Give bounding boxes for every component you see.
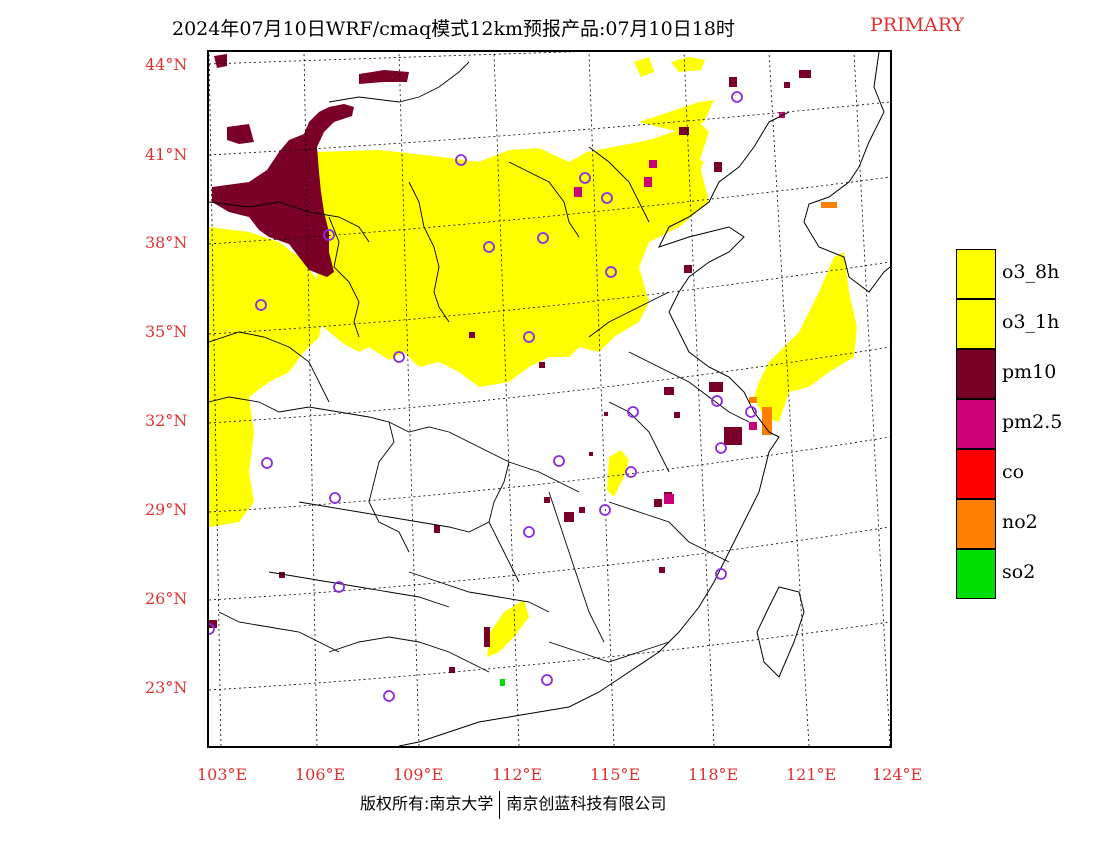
- legend-item-pm25: pm2.5: [956, 399, 1086, 449]
- legend-swatch: [956, 399, 996, 449]
- map-canvas: [209, 52, 890, 746]
- legend-swatch: [956, 549, 996, 599]
- so2-patches: [500, 679, 505, 686]
- lon-label-103e: 103°E: [197, 765, 248, 784]
- legend-item-so2: so2: [956, 549, 1086, 599]
- footer: 版权所有:南京大学 南京创蓝科技有限公司: [360, 790, 666, 819]
- legend-swatch: [956, 449, 996, 499]
- lon-label-109e: 109°E: [393, 765, 444, 784]
- legend-item-pm10: pm10: [956, 349, 1086, 399]
- copyright-text: 版权所有:南京大学: [360, 794, 494, 813]
- pm-scatter: [209, 70, 811, 673]
- legend-swatch: [956, 299, 996, 349]
- lon-label-121e: 121°E: [786, 765, 837, 784]
- province-boundaries: [209, 61, 750, 673]
- station-markers: [209, 91, 757, 702]
- lat-label-26n: 26°N: [145, 589, 188, 608]
- coastline: [398, 52, 890, 746]
- lat-label-41n: 41°N: [145, 145, 188, 164]
- lon-label-115e: 115°E: [590, 765, 641, 784]
- lat-label-38n: 38°N: [145, 233, 188, 252]
- legend-swatch: [956, 349, 996, 399]
- legend-label: co: [1002, 461, 1025, 483]
- legend-label: no2: [1002, 511, 1038, 533]
- legend-swatch: [956, 499, 996, 549]
- lat-label-32n: 32°N: [145, 411, 188, 430]
- o3-region-north: [209, 57, 857, 657]
- no2-patches: [749, 202, 837, 435]
- latitude-lines: [209, 52, 890, 691]
- legend-item-o3-1h: o3_1h: [956, 299, 1086, 349]
- legend-item-co: co: [956, 449, 1086, 499]
- footer-divider: [499, 790, 501, 819]
- legend: o3_8h o3_1h pm10 pm2.5 co no2 so2: [956, 249, 1086, 599]
- map-frame: [207, 50, 892, 748]
- legend-swatch: [956, 249, 996, 299]
- lat-label-44n: 44°N: [145, 55, 188, 74]
- legend-label: pm2.5: [1002, 411, 1063, 433]
- legend-item-o3-8h: o3_8h: [956, 249, 1086, 299]
- pm10-region-northwest: [212, 54, 409, 277]
- mode-label: PRIMARY: [870, 14, 965, 36]
- lon-label-112e: 112°E: [492, 765, 543, 784]
- lon-label-124e: 124°E: [872, 765, 923, 784]
- lat-label-23n: 23°N: [145, 678, 188, 697]
- lon-label-106e: 106°E: [295, 765, 346, 784]
- lat-label-35n: 35°N: [145, 322, 188, 341]
- lat-label-29n: 29°N: [145, 500, 188, 519]
- legend-label: o3_8h: [1002, 261, 1060, 283]
- map-title: 2024年07月10日WRF/cmaq模式12km预报产品:07月10日18时: [172, 18, 735, 40]
- legend-label: o3_1h: [1002, 311, 1060, 333]
- lon-label-118e: 118°E: [688, 765, 739, 784]
- company-text: 南京创蓝科技有限公司: [506, 794, 667, 813]
- legend-label: pm10: [1002, 361, 1057, 383]
- legend-item-no2: no2: [956, 499, 1086, 549]
- longitude-lines: [209, 52, 890, 746]
- title-row: 2024年07月10日WRF/cmaq模式12km预报产品:07月10日18时 …: [0, 10, 1100, 42]
- legend-label: so2: [1002, 561, 1036, 583]
